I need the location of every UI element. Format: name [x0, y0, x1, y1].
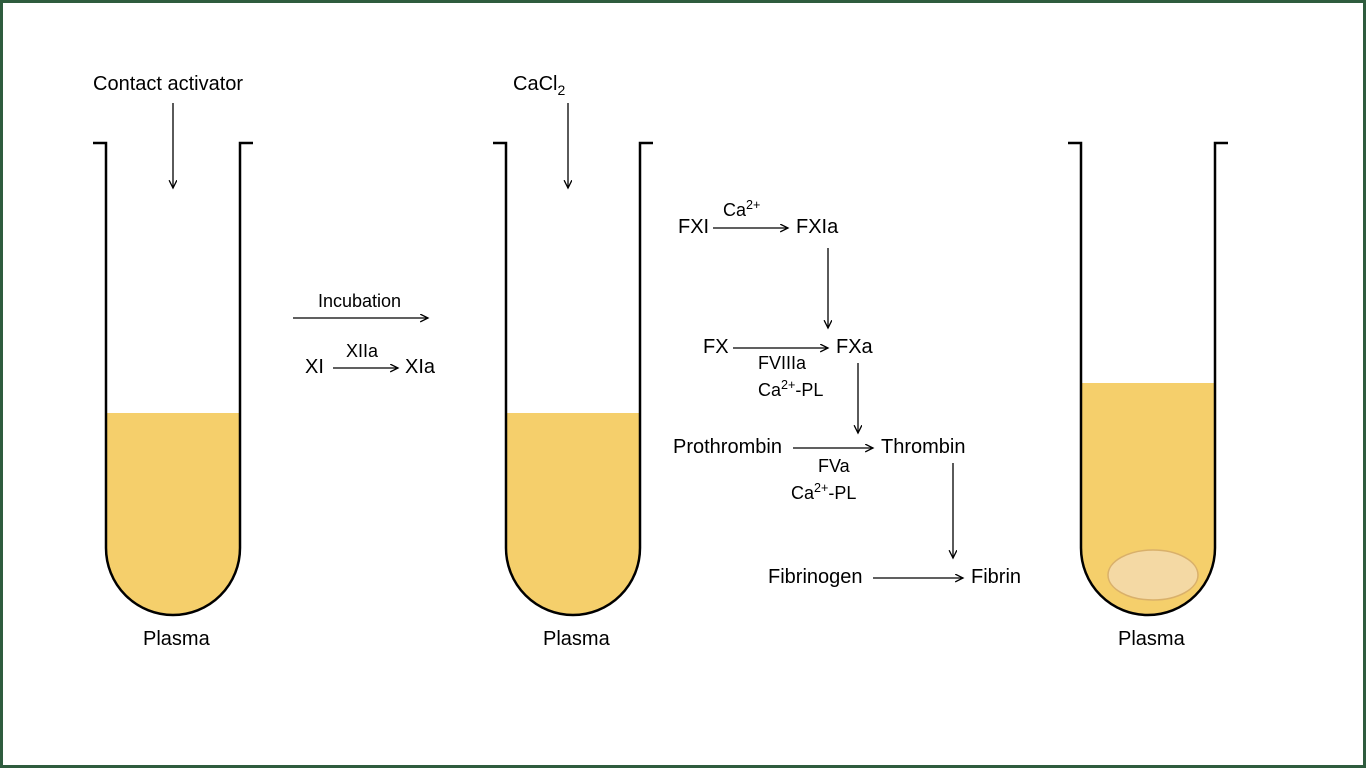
label-plasma-3: Plasma: [1118, 628, 1185, 651]
label-fva: FVa: [818, 456, 850, 477]
label-fx: FX: [703, 336, 729, 359]
tube-2: [493, 143, 653, 615]
label-fibrinogen: Fibrinogen: [768, 566, 863, 589]
label-contact-activator: Contact activator: [93, 73, 243, 96]
label-fxi: FXI: [678, 216, 709, 239]
label-plasma-2: Plasma: [543, 628, 610, 651]
label-thrombin: Thrombin: [881, 436, 965, 459]
label-ca2pl-2: Ca2+-PL: [791, 481, 856, 504]
label-ca2plus-1: Ca2+: [723, 198, 760, 221]
tube-1: [93, 143, 253, 615]
label-xi: XI: [305, 356, 324, 379]
tube-3: [1068, 143, 1228, 615]
label-incubation: Incubation: [318, 291, 401, 312]
diagram-canvas: [3, 3, 1366, 771]
label-plasma-1: Plasma: [143, 628, 210, 651]
label-fibrin: Fibrin: [971, 566, 1021, 589]
label-cacl2: CaCl2: [513, 73, 565, 98]
label-xiia: XIIa: [346, 341, 378, 362]
label-ca2pl-1: Ca2+-PL: [758, 378, 823, 401]
label-prothrombin: Prothrombin: [673, 436, 782, 459]
label-fxa: FXa: [836, 336, 873, 359]
label-fviiia: FVIIIa: [758, 353, 806, 374]
label-fxia: FXIa: [796, 216, 838, 239]
label-xia: XIa: [405, 356, 435, 379]
